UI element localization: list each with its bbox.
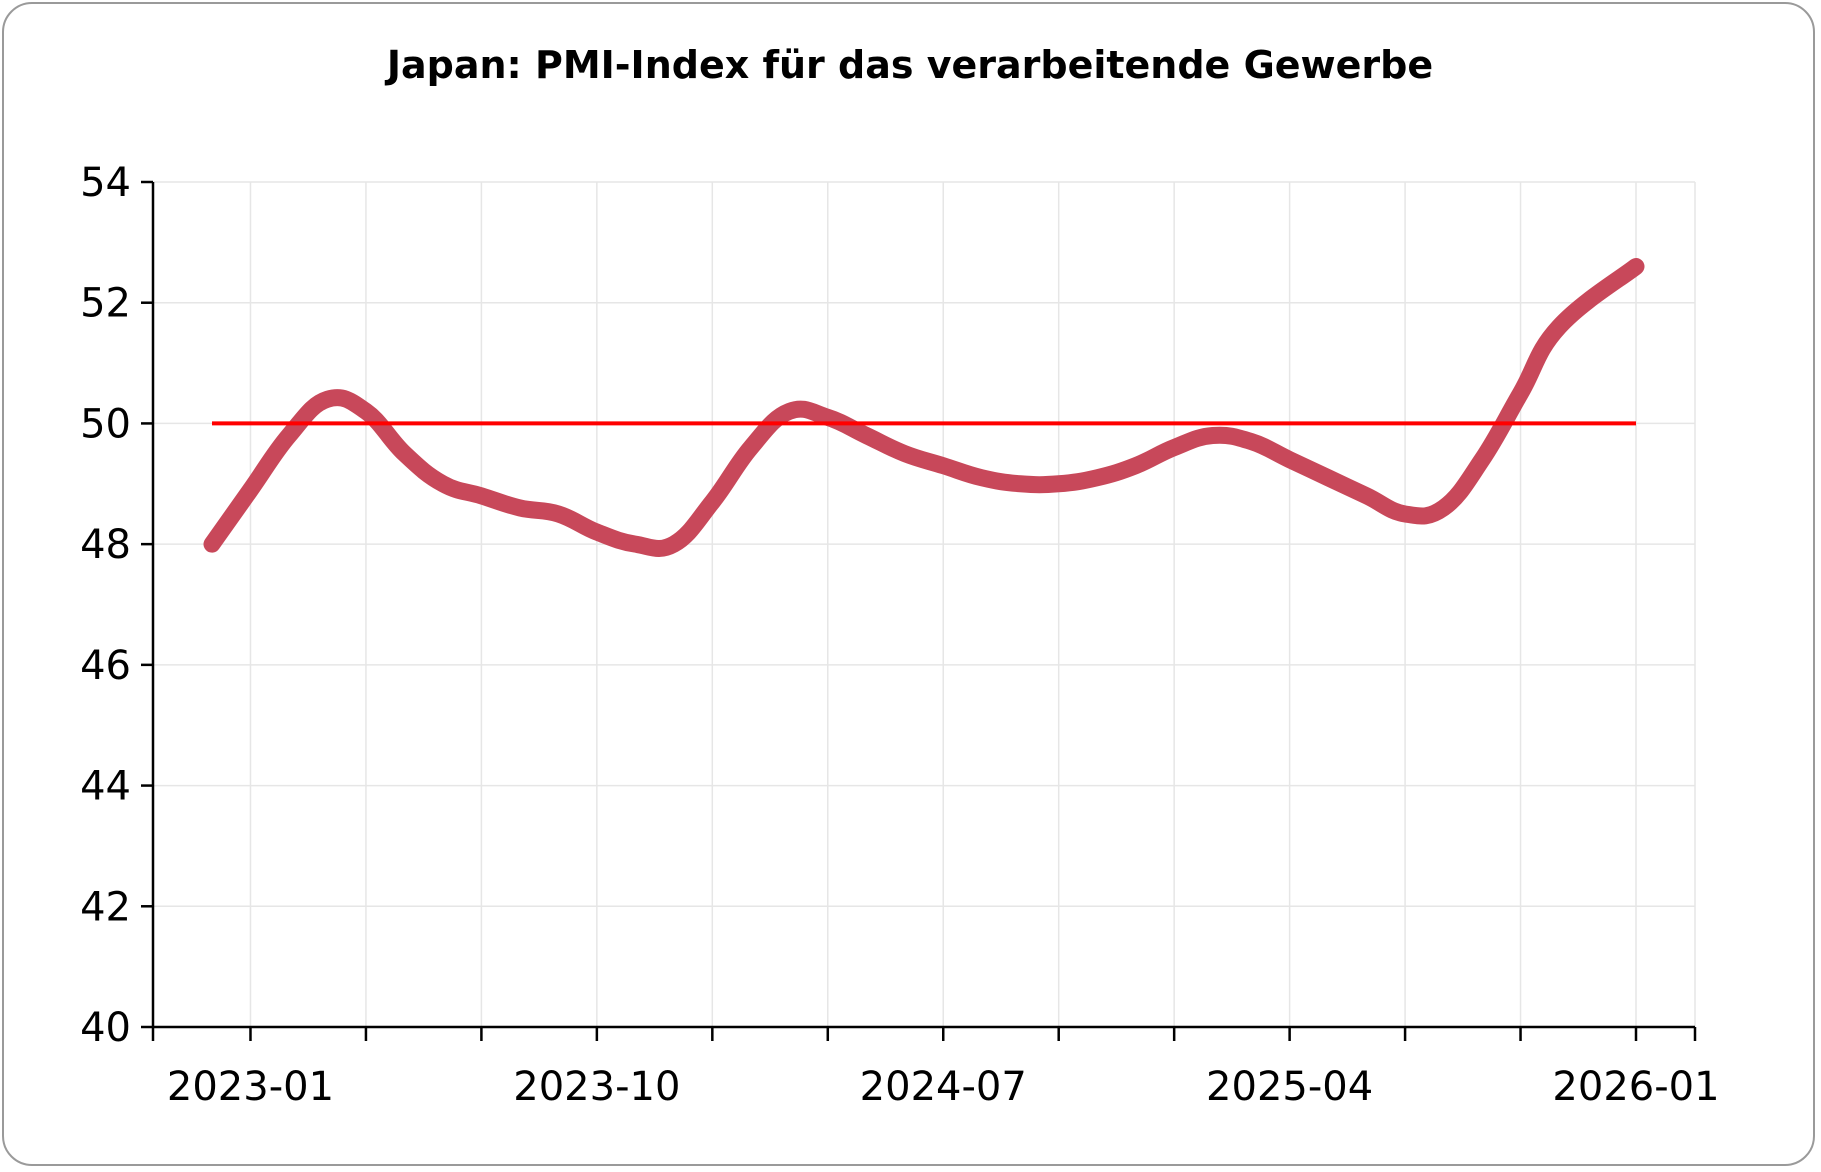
pmi-series bbox=[203, 258, 1645, 557]
y-tick-label-50: 50 bbox=[80, 401, 131, 447]
x-tick-label-2024-07: 2024-07 bbox=[860, 1064, 1027, 1110]
axes bbox=[141, 180, 1697, 1041]
y-tick-label-44: 44 bbox=[80, 764, 131, 810]
x-tick-label-2026-01: 2026-01 bbox=[1552, 1064, 1719, 1110]
gridlines bbox=[153, 181, 1696, 1027]
chart-title: Japan: PMI-Index für das verarbeitende G… bbox=[384, 43, 1433, 87]
y-tick-label-52: 52 bbox=[80, 281, 131, 327]
y-tick-label-42: 42 bbox=[80, 884, 131, 930]
y-tick-label-54: 54 bbox=[80, 160, 131, 206]
tick-labels: 40 42 44 46 48 50 52 54 2023-01 2023-10 2024-07 202… bbox=[80, 160, 1719, 1110]
x-tick-label-2025-04: 2025-04 bbox=[1206, 1064, 1373, 1110]
y-tick-label-40: 40 bbox=[80, 1005, 131, 1051]
pmi-series-line bbox=[203, 258, 1645, 557]
y-tick-label-48: 48 bbox=[80, 522, 131, 568]
x-tick-label-2023-01: 2023-01 bbox=[167, 1064, 334, 1110]
x-tick-label-2023-10: 2023-10 bbox=[513, 1064, 680, 1110]
y-tick-label-46: 46 bbox=[80, 643, 131, 689]
